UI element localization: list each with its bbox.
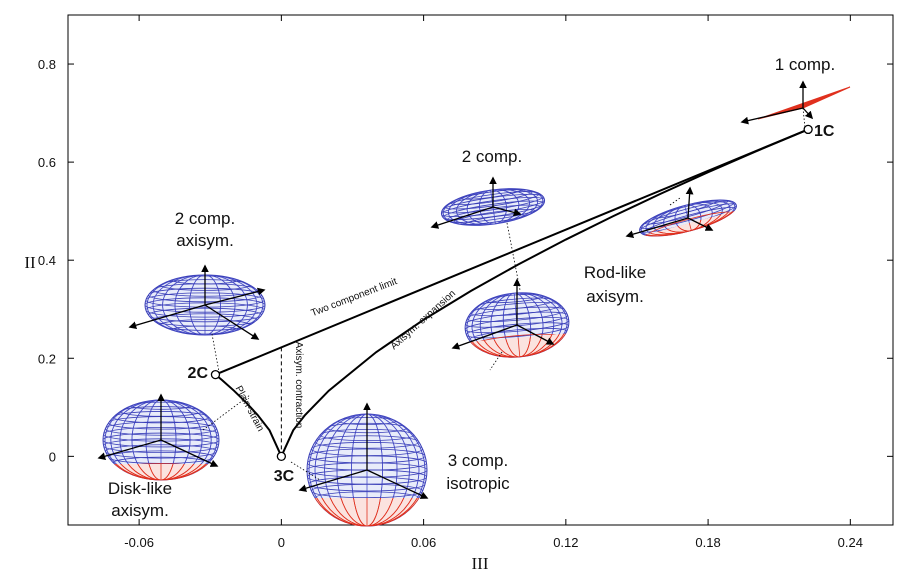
glyph-arrow (298, 469, 368, 492)
x-tick-label: 0.06 (411, 535, 436, 550)
curve (214, 373, 283, 457)
point-marker (210, 369, 221, 380)
x-tick-label: -0.06 (124, 535, 154, 550)
x-tick-label: 0.18 (695, 535, 720, 550)
y-tick-label: 0.4 (38, 253, 56, 268)
glyph-arrow (687, 217, 714, 231)
annotation: 2 comp. (462, 147, 522, 166)
glyph-arrow (625, 217, 689, 238)
point-marker (276, 451, 287, 461)
glyph-parallel (171, 325, 239, 335)
annotation: isotropic (446, 474, 510, 493)
glyph-lines (441, 187, 545, 227)
point-label: 3C (274, 468, 295, 485)
point-marker (803, 124, 813, 135)
glyph-arrow (802, 107, 814, 120)
glyph-arrow (492, 206, 522, 217)
x-axis-label: III (472, 554, 489, 573)
y-tick-label: 0.6 (38, 155, 56, 170)
glyph-arrow (97, 439, 162, 461)
glyph-parallel (639, 200, 735, 229)
glyph-parallel (485, 293, 544, 304)
glyph-meridian (324, 414, 410, 526)
glyph-arrow (128, 304, 206, 329)
glyph-arrow (204, 304, 260, 340)
connector (489, 351, 503, 371)
glyph-red (308, 498, 426, 527)
glyph-arrow (430, 206, 494, 229)
glyph-arrow (366, 469, 429, 499)
curve-label: Axisym. contraction (293, 342, 304, 429)
one-comp-glyph (757, 86, 851, 120)
y-tick-label: 0 (49, 449, 56, 464)
glyph-red (104, 464, 218, 481)
annotation: Disk-like (108, 479, 172, 498)
glyph-meridian (104, 400, 218, 480)
glyph-meridian (146, 275, 264, 335)
glyph-meridian (189, 275, 221, 335)
glyph-meridian (110, 400, 212, 480)
x-tick-label: 0.24 (838, 535, 863, 550)
annotation: Rod-like (584, 263, 646, 282)
glyph-arrow (516, 324, 555, 345)
glyph-meridian (145, 400, 177, 480)
point-label: 2C (188, 365, 209, 382)
annotation: axisym. (111, 501, 169, 520)
y-tick-label: 0.8 (38, 57, 56, 72)
connector (290, 461, 321, 481)
y-tick-label: 0.2 (38, 351, 56, 366)
x-tick-label: 0.12 (553, 535, 578, 550)
annotation: axisym. (586, 287, 644, 306)
curve (280, 128, 809, 457)
glyph-meridian (314, 414, 420, 526)
plot-frame (67, 14, 894, 526)
glyph-parallel (159, 319, 251, 331)
glyph-meridian (174, 275, 236, 335)
connector (802, 107, 806, 129)
curve (215, 128, 809, 376)
ellipsoid-glyph (464, 292, 570, 358)
annotation: axisym. (176, 231, 234, 250)
glyph-arrow (685, 186, 694, 219)
glyph-parallel (310, 483, 424, 499)
glyph-meridian (152, 275, 258, 335)
annotation: 1 comp. (775, 55, 835, 74)
glyph-red (466, 333, 570, 358)
glyph-meridian (308, 414, 426, 526)
glyph-arrow (160, 439, 219, 467)
annotation: 3 comp. (448, 451, 508, 470)
curve-label: Two component limit (310, 276, 399, 319)
glyph-meridian (336, 414, 398, 526)
glyph-parallel (449, 188, 534, 205)
connector (506, 222, 521, 291)
glyph-parallel (148, 307, 262, 323)
x-tick-label: 0 (278, 535, 285, 550)
annotation: 2 comp. (175, 209, 235, 228)
connector (202, 394, 251, 431)
glyph-parallel (470, 301, 561, 317)
glyph-arrow (451, 324, 518, 350)
glyph-parallel (105, 444, 217, 459)
y-axis-label: II (24, 253, 36, 272)
curve-label: Plain-strain (233, 384, 266, 433)
connector (211, 333, 220, 373)
glyph-arrow (204, 287, 266, 306)
connector (669, 197, 681, 206)
point-label: 1C (814, 123, 835, 140)
ellipsoid-glyph (102, 399, 220, 481)
glyph-meridian (119, 400, 203, 480)
glyph-red-fill (466, 333, 570, 358)
glyphs (97, 80, 851, 527)
glyph-parallel (441, 193, 544, 214)
glyph-arrow (740, 107, 804, 125)
